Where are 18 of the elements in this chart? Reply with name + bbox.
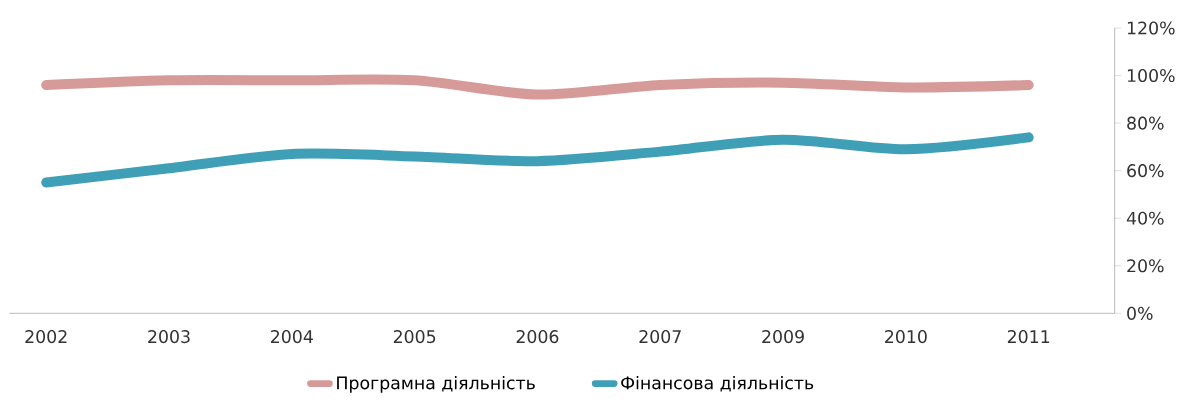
x-tick-label: 2004 [271,330,313,344]
legend-label: Програмна діяльність [337,375,535,393]
x-tick-label: 2002 [25,330,67,344]
y-tick-label: 60% [1127,164,1164,178]
x-tick-label: 2011 [1007,330,1050,344]
x-tick-label: 2010 [885,330,927,344]
legend-label: Фінансова діяльність [621,375,814,392]
x-tick-label: 2005 [393,330,436,344]
y-tick-label: 100% [1127,69,1175,83]
y-tick-label: 0% [1127,306,1153,320]
y-tick-label: 40% [1126,211,1164,225]
x-tick-label: 2003 [148,330,190,344]
x-tick-label: 2007 [639,330,681,344]
x-tick-label: 2009 [762,330,804,344]
x-tick-label: 2006 [516,330,559,344]
y-tick-label: 80% [1127,116,1164,130]
y-tick-label: 20% [1127,259,1164,273]
y-tick-label: 120% [1127,21,1175,35]
